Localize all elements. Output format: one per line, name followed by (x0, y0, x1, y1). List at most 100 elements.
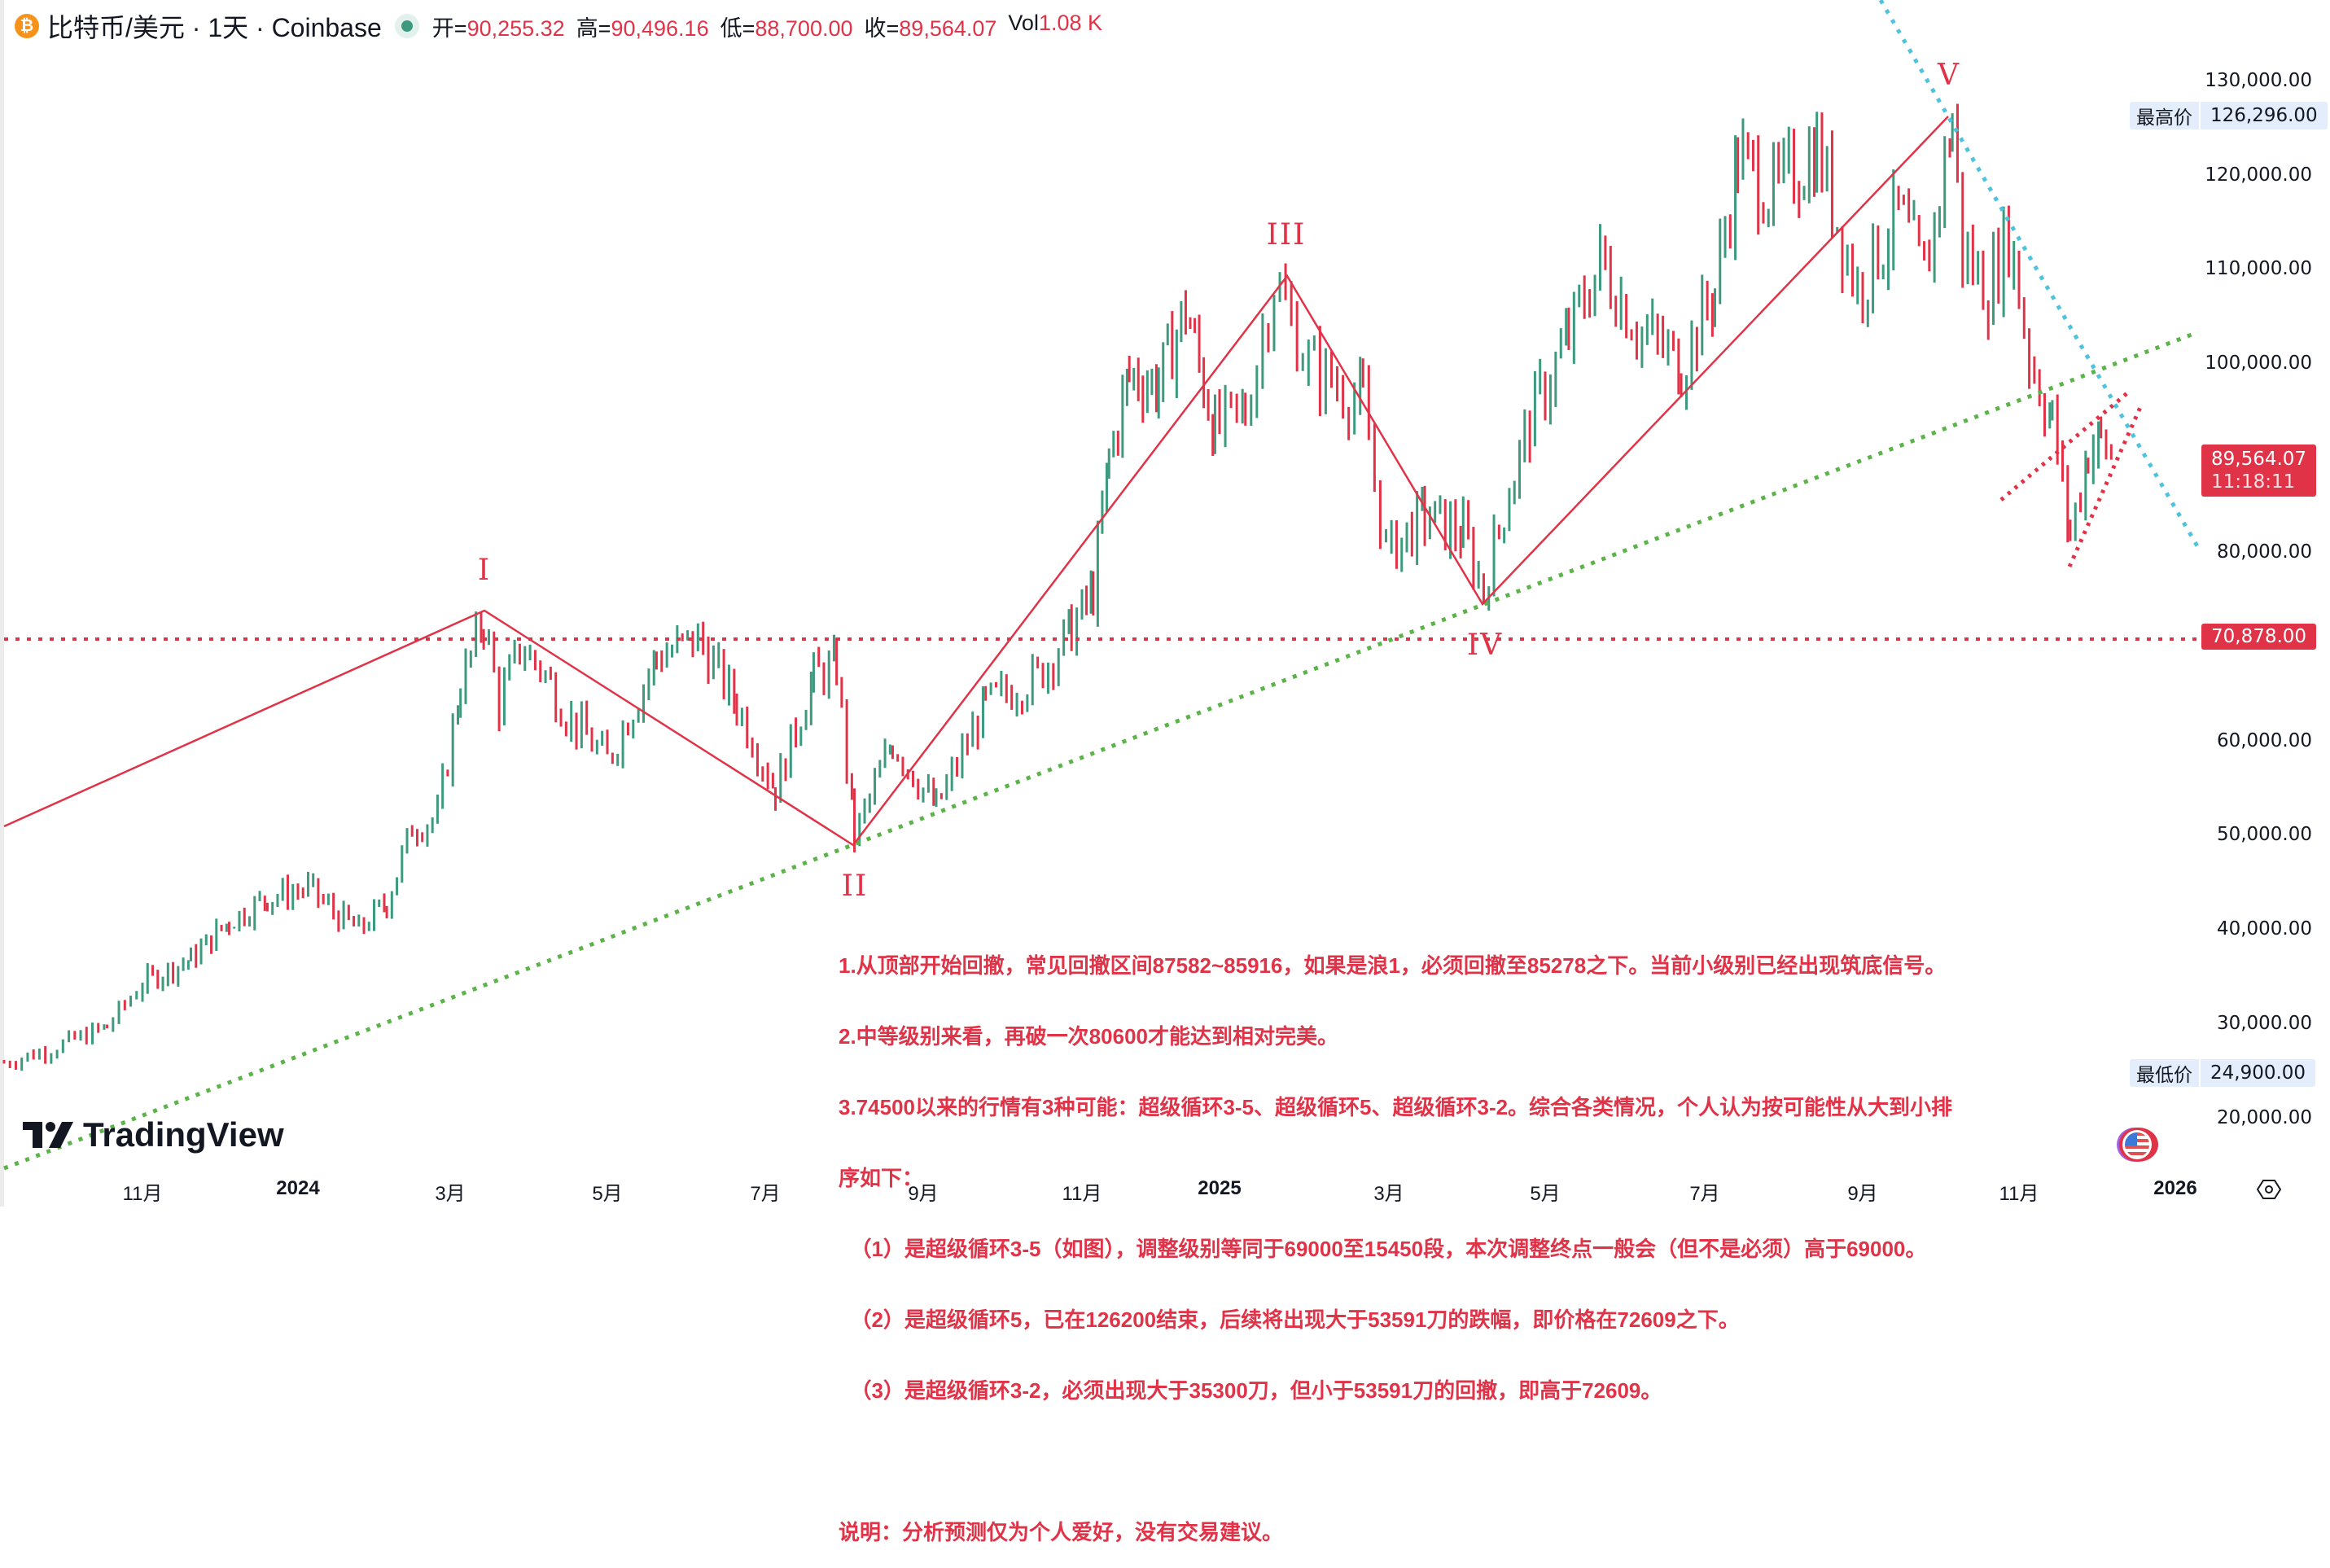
candle (1367, 365, 1370, 440)
candle (1472, 527, 1475, 590)
candle (621, 720, 624, 769)
candle (2043, 392, 2046, 437)
candle (2022, 297, 2026, 339)
candle (14, 1061, 17, 1070)
candle (1635, 322, 1638, 360)
candle (982, 686, 985, 738)
candle (1897, 186, 1900, 211)
candle (390, 891, 393, 919)
wedge-lower-line[interactable] (2067, 404, 2144, 568)
candle (1825, 146, 1829, 192)
candle (1767, 208, 1770, 228)
candle (795, 717, 798, 748)
support-trendline[interactable] (3, 330, 2199, 1171)
low-price-value: 24,900.00 (2201, 1059, 2316, 1087)
candle (1459, 525, 1462, 558)
candle (383, 893, 386, 913)
candle (227, 922, 230, 935)
candle (945, 773, 948, 800)
candle (1244, 392, 1247, 426)
candle (2097, 421, 2100, 469)
candle (1400, 537, 1404, 572)
analysis-note[interactable]: 1.从顶部开始回撤，常见回撤区间87582~85916，如果是浪1，必须回撤至8… (839, 907, 1952, 1568)
candle (1841, 226, 1844, 294)
candle (1948, 138, 1951, 158)
note-line-1: 1.从顶部开始回撤，常见回撤区间87582~85916，如果是浪1，必须回撤至8… (839, 953, 1947, 978)
price-axis-label: 130,000.00 (2205, 69, 2312, 91)
candle (141, 983, 144, 1002)
settings-icon[interactable] (2257, 1179, 2281, 1200)
candle (1015, 692, 1018, 717)
candle (812, 652, 815, 693)
wave-label-ii: II (841, 869, 869, 903)
candle (804, 709, 808, 730)
candle (396, 877, 399, 896)
candle (1390, 519, 1393, 554)
candle (564, 721, 567, 737)
candle (410, 825, 414, 837)
tradingview-logo[interactable]: TradingView (23, 1115, 284, 1154)
candle (956, 757, 959, 777)
candle (1912, 199, 1916, 221)
candle (1907, 188, 1911, 223)
candle (1518, 440, 1522, 499)
price-chart[interactable] (0, 0, 2330, 1207)
candle (1157, 367, 1160, 419)
candle (1211, 414, 1215, 457)
candle (2, 1059, 6, 1064)
wedge-upper-line[interactable] (1999, 391, 2130, 501)
candle (79, 1030, 82, 1041)
candle (1640, 326, 1644, 368)
candle (281, 878, 284, 901)
candle (559, 708, 563, 727)
time-axis-label: 9月 (908, 1183, 939, 1205)
candle (1202, 357, 1206, 409)
candle (1154, 364, 1158, 413)
candle (1267, 322, 1270, 353)
candle (868, 793, 871, 813)
candle (671, 644, 674, 658)
us-flag-icon[interactable] (2115, 1127, 2159, 1163)
time-axis-label: 3月 (1373, 1183, 1404, 1205)
candle (1554, 351, 1557, 407)
candle (1324, 348, 1327, 414)
ohlc-value: 88,700.00 (755, 15, 853, 41)
candle (362, 917, 366, 935)
candle (1666, 329, 1670, 366)
candle (2033, 356, 2036, 384)
candle (1677, 338, 1680, 395)
candle (1052, 663, 1055, 690)
candle (233, 926, 236, 929)
market-status-icon[interactable] (394, 14, 419, 38)
candle (129, 995, 133, 1007)
candle (1772, 142, 1775, 226)
candle (1523, 409, 1526, 462)
note-line-7: （3）是超级循环3-2，必须出现大于35300刀，但小于53591刀的回撤，即高… (839, 1378, 1662, 1403)
candle (840, 677, 843, 708)
candle (1881, 264, 1885, 280)
candle (326, 893, 330, 905)
candle (1439, 495, 1442, 515)
ohlc-item: 高=90,496.16 (576, 11, 709, 42)
price-axis-label: 100,000.00 (2205, 353, 2312, 374)
elliott-wave-lines[interactable] (3, 116, 1949, 847)
ohlc-key: 低= (720, 15, 755, 41)
candle (1997, 227, 2000, 304)
candle (1544, 371, 1547, 421)
candle (1846, 244, 1849, 276)
candle (1533, 370, 1536, 447)
candle (1041, 663, 1045, 689)
candle (554, 672, 558, 723)
candle (1619, 276, 1623, 331)
symbol-title[interactable]: 比特币/美元 · 1天 · Coinbase (47, 13, 382, 42)
candle (691, 631, 694, 658)
resistance-trendline[interactable] (1878, 0, 2202, 552)
candle (518, 643, 521, 665)
candle (493, 631, 496, 672)
candle (1171, 311, 1174, 379)
candle (1741, 118, 1745, 180)
candle (1630, 329, 1633, 341)
candle (451, 713, 454, 787)
candle (1318, 326, 1321, 416)
candle (513, 639, 516, 664)
